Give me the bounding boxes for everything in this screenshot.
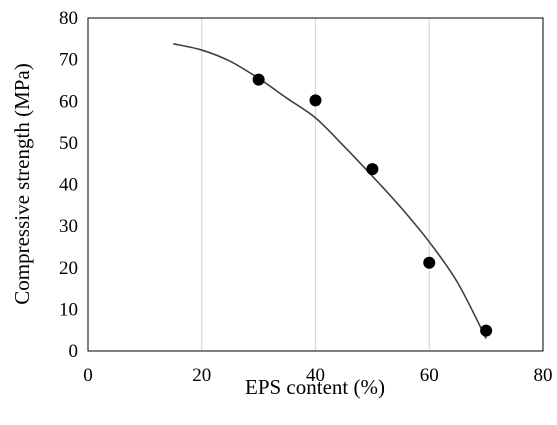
y-tick-label: 20 [59,258,78,279]
plot-area-border [87,17,544,352]
x-tick-label: 60 [420,365,439,386]
y-tick-label: 30 [59,216,78,237]
data-point-1 [252,73,265,86]
trendline [173,43,487,339]
y-tick-label: 80 [59,8,78,29]
gridlines [201,18,430,351]
data-point-3 [366,163,379,176]
y-tick-label: 60 [59,91,78,112]
y-tick-label: 70 [59,50,78,71]
x-axis-ticks: 0 20 40 60 80 [83,365,552,386]
x-tick-label: 80 [534,365,553,386]
data-point-4 [423,256,436,269]
data-points [252,73,493,337]
y-axis-ticks: 0 10 20 30 40 50 60 70 80 [59,8,78,362]
y-tick-label: 40 [59,175,78,196]
y-axis-title: Compressive strength (MPa) [10,63,34,304]
x-tick-label: 0 [83,365,93,386]
x-tick-label: 20 [192,365,211,386]
x-axis-title: EPS content (%) [245,375,385,399]
y-tick-label: 50 [59,133,78,154]
data-point-5 [480,324,493,337]
y-tick-label: 0 [69,341,79,362]
y-tick-label: 10 [59,299,78,320]
x-tick-label: 40 [306,365,325,386]
data-point-2 [309,94,322,107]
